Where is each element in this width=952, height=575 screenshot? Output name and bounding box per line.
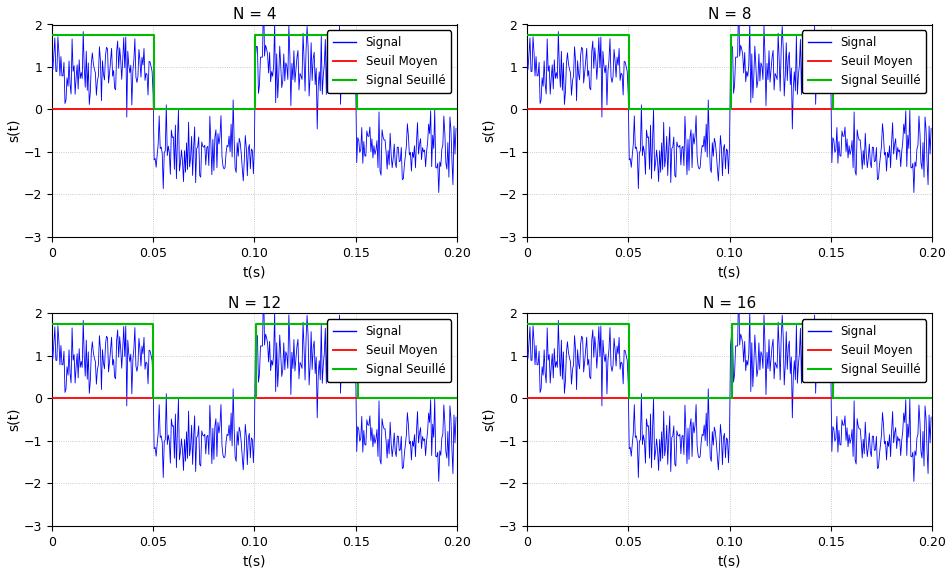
X-axis label: t(s): t(s)	[717, 265, 741, 279]
Title: N = 8: N = 8	[707, 7, 750, 22]
Legend: Signal, Seuil Moyen, Signal Seuillé: Signal, Seuil Moyen, Signal Seuillé	[327, 30, 450, 93]
Y-axis label: s(t): s(t)	[482, 408, 496, 431]
Y-axis label: s(t): s(t)	[7, 408, 21, 431]
Title: N = 12: N = 12	[228, 296, 281, 311]
Y-axis label: s(t): s(t)	[7, 119, 21, 143]
Legend: Signal, Seuil Moyen, Signal Seuillé: Signal, Seuil Moyen, Signal Seuillé	[327, 319, 450, 382]
X-axis label: t(s): t(s)	[243, 265, 266, 279]
Legend: Signal, Seuil Moyen, Signal Seuillé: Signal, Seuil Moyen, Signal Seuillé	[801, 319, 925, 382]
Legend: Signal, Seuil Moyen, Signal Seuillé: Signal, Seuil Moyen, Signal Seuillé	[801, 30, 925, 93]
X-axis label: t(s): t(s)	[243, 554, 266, 568]
Title: N = 16: N = 16	[703, 296, 755, 311]
X-axis label: t(s): t(s)	[717, 554, 741, 568]
Y-axis label: s(t): s(t)	[482, 119, 496, 143]
Title: N = 4: N = 4	[232, 7, 276, 22]
